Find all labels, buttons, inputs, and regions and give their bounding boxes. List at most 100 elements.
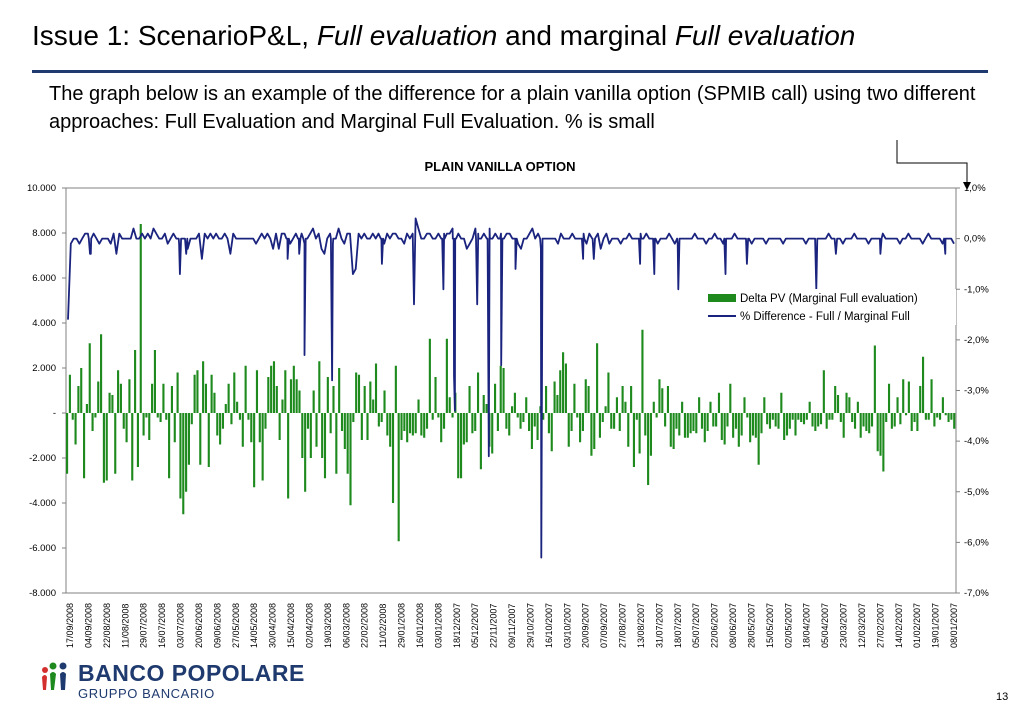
delta-pv-bar <box>386 413 389 436</box>
delta-pv-bar <box>811 413 814 427</box>
delta-pv-bar <box>749 413 752 443</box>
delta-pv-bar <box>346 413 349 474</box>
delta-pv-bar <box>732 413 735 438</box>
delta-pv-bar <box>227 383 230 413</box>
delta-pv-bar <box>763 397 766 413</box>
left-axis-tick-label: 10.000 <box>27 183 56 194</box>
legend-box <box>706 289 956 325</box>
delta-pv-bar <box>377 413 380 427</box>
delta-pv-bar <box>613 413 616 429</box>
delta-pv-bar <box>737 413 740 447</box>
delta-pv-bar <box>545 386 548 413</box>
left-axis-tick-label: 2.000 <box>32 363 56 374</box>
delta-pv-bar <box>562 352 565 413</box>
delta-pv-bar <box>899 413 902 425</box>
delta-pv-bar <box>661 388 664 413</box>
delta-pv-bar <box>224 404 227 413</box>
delta-pv-bar <box>258 413 261 443</box>
delta-pv-bar <box>457 413 460 479</box>
delta-pv-bar <box>522 413 525 422</box>
delta-pv-bar <box>423 413 426 438</box>
delta-pv-bar <box>255 370 259 413</box>
delta-pv-bar <box>533 413 536 427</box>
x-axis-tick-label: 14/05/2008 <box>249 603 259 648</box>
delta-pv-bar <box>108 392 111 413</box>
delta-pv-bar <box>564 363 567 413</box>
delta-pv-bar <box>238 413 242 420</box>
delta-pv-bar <box>417 399 420 413</box>
delta-pv-bar <box>145 413 148 418</box>
delta-pv-bar <box>542 413 545 420</box>
delta-pv-bar <box>284 370 287 413</box>
banco-popolare-logo-icon <box>42 662 67 690</box>
delta-pv-bar <box>329 413 332 434</box>
delta-pv-bar <box>570 413 573 431</box>
delta-pv-bar <box>740 413 743 436</box>
delta-pv-bar <box>357 374 361 413</box>
left-axis-tick-label: 8.000 <box>32 228 56 239</box>
delta-pv-bar <box>938 413 942 420</box>
delta-pv-bar <box>766 413 769 425</box>
chart-axes: 10.000 8.000 6.000 4.000 2.000 - -2.000 -4.000 -… <box>27 183 989 648</box>
delta-pv-bar <box>442 413 446 429</box>
delta-pv-bar <box>162 383 165 413</box>
delta-pv-bar <box>88 343 91 413</box>
delta-pv-bar <box>352 413 355 422</box>
delta-pv-bar <box>428 338 431 413</box>
delta-pv-bar <box>216 413 219 436</box>
delta-pv-bar <box>468 386 471 413</box>
delta-pv-bar <box>338 368 341 413</box>
delta-pv-bar <box>119 383 122 413</box>
legend-swatch-bar <box>708 294 736 302</box>
delta-pv-bar <box>536 413 539 440</box>
delta-pv-bar <box>366 413 369 440</box>
delta-pv-bar <box>204 383 208 413</box>
delta-pv-bar <box>644 413 647 436</box>
delta-pv-bar <box>165 413 168 420</box>
delta-pv-bar <box>851 413 854 422</box>
delta-pv-bar <box>425 413 429 429</box>
delta-pv-bar <box>797 413 800 420</box>
delta-pv-bar <box>287 413 290 499</box>
delta-pv-bar <box>936 413 939 418</box>
x-axis-tick-label: 30/04/2008 <box>268 603 278 648</box>
delta-pv-bar <box>907 381 910 413</box>
delta-pv-bar <box>139 224 142 413</box>
title-prefix: Issue 1: ScenarioP&L, <box>32 20 317 51</box>
chart-title: PLAIN VANILLA OPTION <box>425 159 576 174</box>
delta-pv-bar <box>71 413 74 420</box>
delta-pv-bar <box>102 413 105 483</box>
delta-pv-bar <box>400 413 403 440</box>
delta-pv-bar <box>391 413 395 503</box>
delta-pv-bar <box>168 413 171 479</box>
delta-pv-bar <box>848 397 851 413</box>
delta-pv-bar <box>715 413 718 427</box>
slide-description: The graph below is an example of the dif… <box>49 83 976 133</box>
x-axis-tick-label: 18/04/2007 <box>802 603 812 648</box>
delta-pv-bar <box>411 413 414 436</box>
delta-pv-bar <box>547 413 550 434</box>
delta-pv-bar <box>655 413 658 418</box>
right-axis-tick-label: 1,0% <box>964 183 986 194</box>
delta-pv-bar <box>298 390 301 413</box>
delta-pv-bar <box>272 361 276 413</box>
delta-pv-bar <box>496 413 499 431</box>
delta-pv-bar <box>304 413 307 492</box>
right-axis-tick-label: 0,0% <box>964 234 986 245</box>
delta-pv-bar <box>128 379 131 413</box>
x-axis-tick-label: 03/10/2007 <box>562 603 572 648</box>
delta-pv-bar <box>408 413 412 434</box>
delta-pv-bar <box>275 386 278 413</box>
delta-pv-bar <box>902 379 905 413</box>
delta-pv-bar <box>179 413 182 499</box>
delta-pv-bar <box>904 413 908 416</box>
left-axis-tick-label: -6.000 <box>29 543 56 554</box>
delta-pv-bar <box>202 361 205 413</box>
x-axis-tick-label: 03/01/2008 <box>433 603 443 648</box>
delta-pv-bar <box>159 413 162 422</box>
delta-pv-bar <box>505 413 508 429</box>
delta-pv-bar <box>493 383 497 413</box>
delta-pv-bar <box>230 413 233 425</box>
delta-pv-bar <box>502 368 505 413</box>
